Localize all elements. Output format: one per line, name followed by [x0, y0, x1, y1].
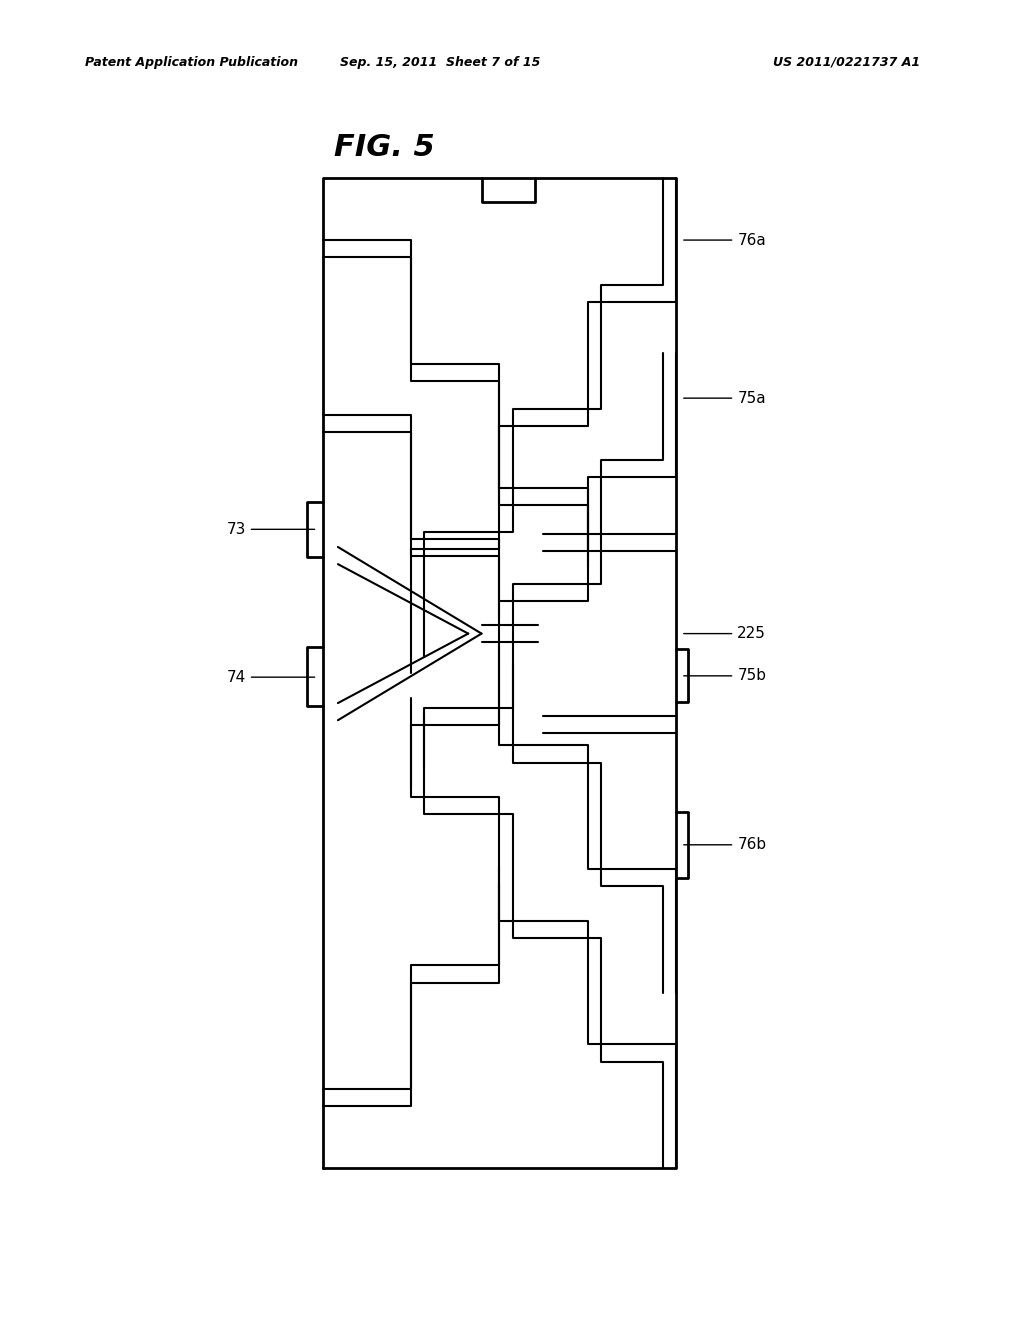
- Text: 76a: 76a: [684, 232, 766, 248]
- Text: 73: 73: [226, 521, 314, 537]
- Text: Sep. 15, 2011  Sheet 7 of 15: Sep. 15, 2011 Sheet 7 of 15: [340, 55, 541, 69]
- Text: 75b: 75b: [684, 668, 766, 684]
- Text: Patent Application Publication: Patent Application Publication: [85, 55, 298, 69]
- Text: 75a: 75a: [684, 391, 766, 405]
- Text: US 2011/0221737 A1: US 2011/0221737 A1: [773, 55, 921, 69]
- Text: 225: 225: [684, 626, 766, 642]
- Text: 74: 74: [226, 669, 314, 685]
- Text: FIG. 5: FIG. 5: [334, 133, 434, 162]
- Text: 76b: 76b: [684, 837, 766, 853]
